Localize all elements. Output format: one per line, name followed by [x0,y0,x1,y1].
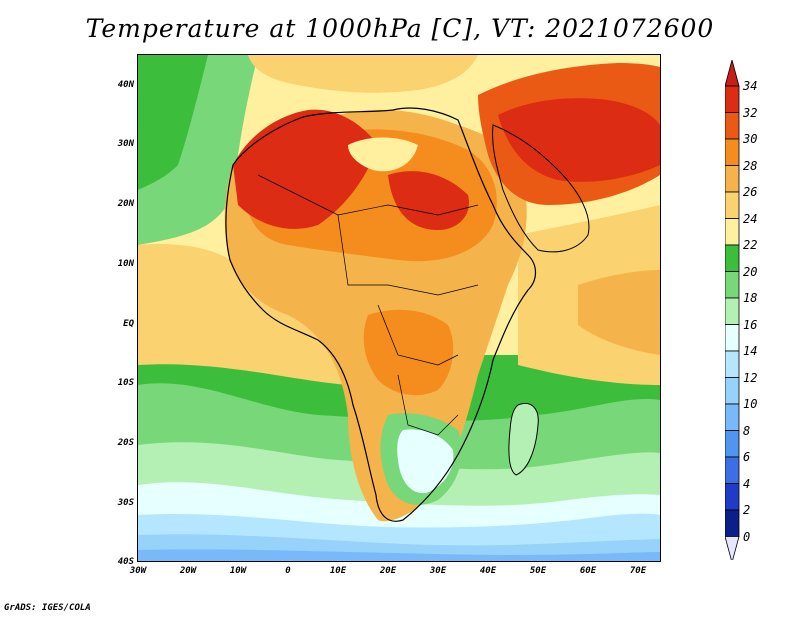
contour-band-med-24 [248,55,478,93]
colorbar-segment-28_30 [725,138,740,166]
country-borders-2 [337,214,479,296]
colorbar-label-26: 26 [743,185,758,199]
lon-label-20e: 20E [379,566,397,576]
lon-label-0: 0 [285,566,291,576]
lon-label-30w: 30W [129,566,147,576]
colorbar-triangle-bottom [725,536,740,560]
lat-label-20s: 20S [117,438,134,448]
colorbar-segment-24_26 [725,191,740,219]
colorbar-segment-8_10 [725,403,740,431]
contour-band-24 [138,244,348,385]
lat-label-10s: 10S [117,378,134,388]
contour-band-arabia-32 [498,98,660,182]
colorbar-label-4: 4 [743,476,751,491]
colorbar-segment-18_20 [725,271,740,299]
lat-label-20n: 20N [117,199,134,209]
country-borders-4 [397,374,459,436]
colorbar-segment-14_16 [725,324,740,352]
colorbar-segment-6_8 [725,430,740,458]
colorbar-segment-20_22 [725,244,740,272]
arabia-coastline [492,124,590,253]
lat-label-40n: 40N [117,80,134,90]
colorbar-label-24: 24 [743,211,758,226]
colorbar-label-12: 12 [743,370,758,385]
colorbar-segment-16_18 [725,297,740,325]
contour-band-south-africa-14 [397,429,454,494]
lat-label-30n: 30N [117,139,134,149]
colorbar-segment-32_34 [725,85,740,113]
colorbar [725,60,800,560]
footer-credit: GrADS: IGES/COLA [4,603,91,613]
colorbar-label-8: 8 [743,423,751,438]
colorbar-label-2: 2 [743,503,751,517]
colorbar-segment-22_24 [725,218,740,246]
contour-band-indian-26 [578,270,660,355]
lon-label-50e: 50E [529,566,547,576]
contour-band-sahara-west-32 [233,109,378,229]
colorbar-segment-30_32 [725,112,740,140]
colorbar-label-22: 22 [743,238,758,252]
map-title: Temperature at 1000hPa [C], VT: 20210726… [85,14,715,43]
country-borders-3 [377,304,459,366]
colorbar-triangle-top [725,60,740,87]
colorbar-label-28: 28 [743,158,758,173]
colorbar-label-32: 32 [743,105,758,120]
contour-band-central-28 [363,309,454,396]
colorbar-segment-12_14 [725,350,740,378]
lat-label-eq: EQ [123,319,134,329]
colorbar-segment-4_6 [725,456,740,484]
contour-band-8 [138,549,660,561]
contour-band-sahara-cool [348,137,418,172]
lat-label-10n: 10N [117,259,134,269]
contour-band-north-20 [138,55,208,190]
colorbar-label-30: 30 [743,132,758,146]
country-borders [257,174,479,216]
lon-label-40e: 40E [479,566,497,576]
madagascar-outline [508,402,539,476]
lat-label-40s: 40S [117,557,134,567]
lon-label-60e: 60E [579,566,597,576]
colorbar-label-18: 18 [743,291,758,305]
map-plot [138,55,660,561]
lat-label-30s: 30S [117,498,134,508]
contour-band-sahara-east-32 [388,171,469,230]
colorbar-label-0: 0 [743,529,751,544]
temperature-map [137,54,661,562]
colorbar-scale [725,60,740,560]
lon-label-20w: 20W [179,566,197,576]
colorbar-segment-2_4 [725,483,740,511]
colorbar-segment-0_2 [725,509,740,537]
lon-label-10e: 10E [329,566,347,576]
lon-label-10w: 10W [229,566,247,576]
colorbar-label-10: 10 [743,397,758,411]
lon-label-30e: 30E [429,566,447,576]
colorbar-label-20: 20 [743,264,758,279]
colorbar-label-34: 34 [743,79,758,93]
africa-coastline [225,107,537,522]
colorbar-label-16: 16 [743,317,758,332]
colorbar-segment-26_28 [725,165,740,193]
lon-label-70e: 70E [629,566,647,576]
colorbar-label-6: 6 [743,450,751,464]
colorbar-segment-10_12 [725,377,740,405]
colorbar-label-14: 14 [743,344,758,358]
